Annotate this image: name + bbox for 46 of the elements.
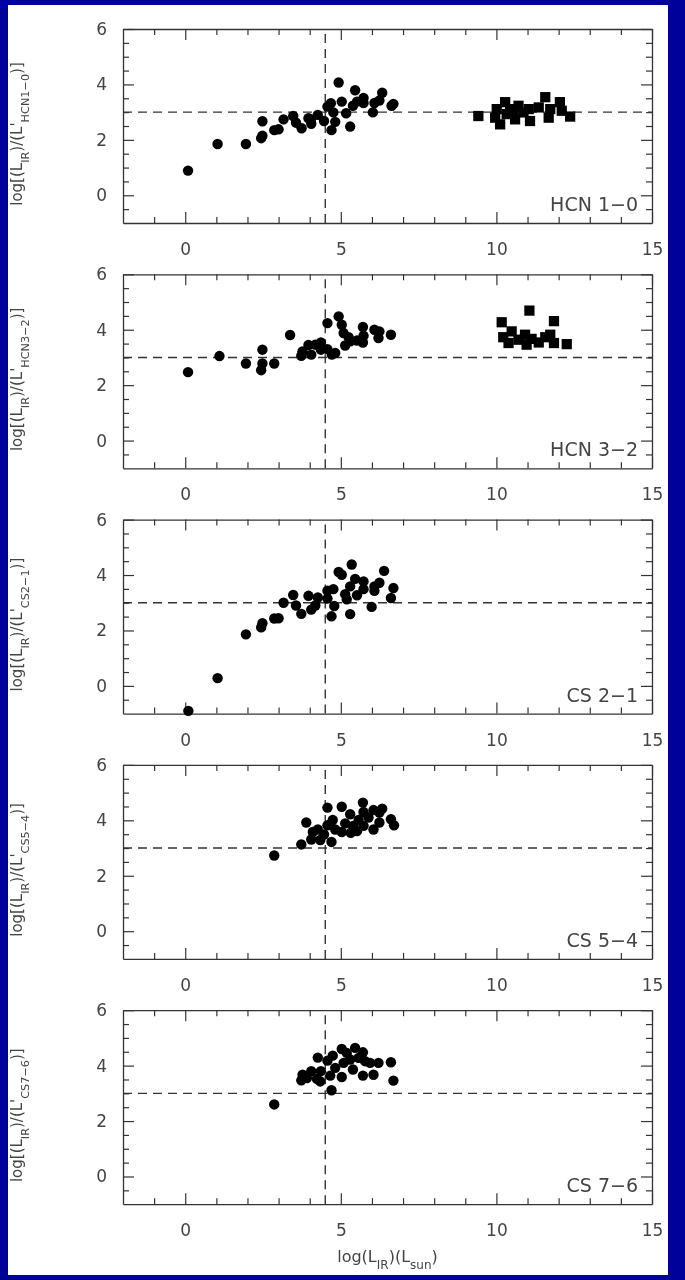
x-tick-label: 15 — [641, 974, 664, 995]
x-tick-label: 0 — [180, 239, 192, 260]
annotation: HCN 3−2 — [550, 438, 638, 461]
y-tick-label: 2 — [96, 1111, 107, 1131]
x-tick-label: 10 — [486, 1220, 508, 1241]
x-tick-label: 15 — [641, 1220, 664, 1241]
x-tick-label: 0 — [180, 729, 192, 750]
x-tick-label: 5 — [335, 484, 347, 505]
y-tick-label: 6 — [96, 509, 107, 530]
y-tick-label: 4 — [96, 319, 107, 340]
x-tick-label: 15 — [641, 239, 664, 260]
x-tick-label: 10 — [486, 974, 508, 995]
y-tick-label: 2 — [96, 620, 107, 641]
x-tick-label: 5 — [335, 239, 347, 260]
y-tick-label: 6 — [96, 754, 107, 775]
annotation: CS 2−1 — [566, 683, 638, 706]
y-tick-label: 4 — [96, 1055, 107, 1076]
y-tick-label: 0 — [96, 921, 107, 942]
y-tick-label: 2 — [96, 865, 107, 886]
x-tick-label: 10 — [486, 484, 508, 505]
x-tick-label: 15 — [641, 729, 664, 750]
annotation: CS 7−6 — [566, 1174, 638, 1197]
x-tick-label: 15 — [641, 484, 664, 505]
y-tick-label: 0 — [96, 185, 107, 206]
x-tick-label: 10 — [486, 239, 508, 260]
x-tick-label: 10 — [486, 729, 508, 750]
annotation: HCN 1−0 — [550, 193, 638, 215]
y-tick-label: 4 — [96, 74, 107, 95]
x-tick-label: 5 — [335, 974, 347, 995]
x-tick-label: 5 — [335, 729, 347, 750]
y-tick-label: 0 — [96, 1166, 107, 1187]
y-tick-label: 4 — [96, 564, 107, 585]
y-tick-label: 6 — [96, 18, 107, 39]
y-tick-label: 2 — [96, 129, 107, 150]
y-tick-label: 6 — [96, 264, 107, 285]
x-tick-label: 0 — [180, 974, 192, 995]
annotation: CS 5−4 — [566, 928, 638, 951]
x-tick-label: 0 — [180, 484, 192, 505]
y-tick-label: 4 — [96, 810, 107, 831]
y-tick-label: 2 — [96, 375, 107, 396]
x-axis-title: log(L$_{IR}$)(L$_{sun}$) — [337, 1247, 438, 1273]
y-tick-label: 0 — [96, 430, 107, 451]
y-tick-label: 0 — [96, 675, 107, 696]
x-tick-label: 5 — [335, 1220, 347, 1241]
y-tick-label: 6 — [96, 1000, 107, 1021]
x-tick-label: 0 — [180, 1220, 192, 1241]
